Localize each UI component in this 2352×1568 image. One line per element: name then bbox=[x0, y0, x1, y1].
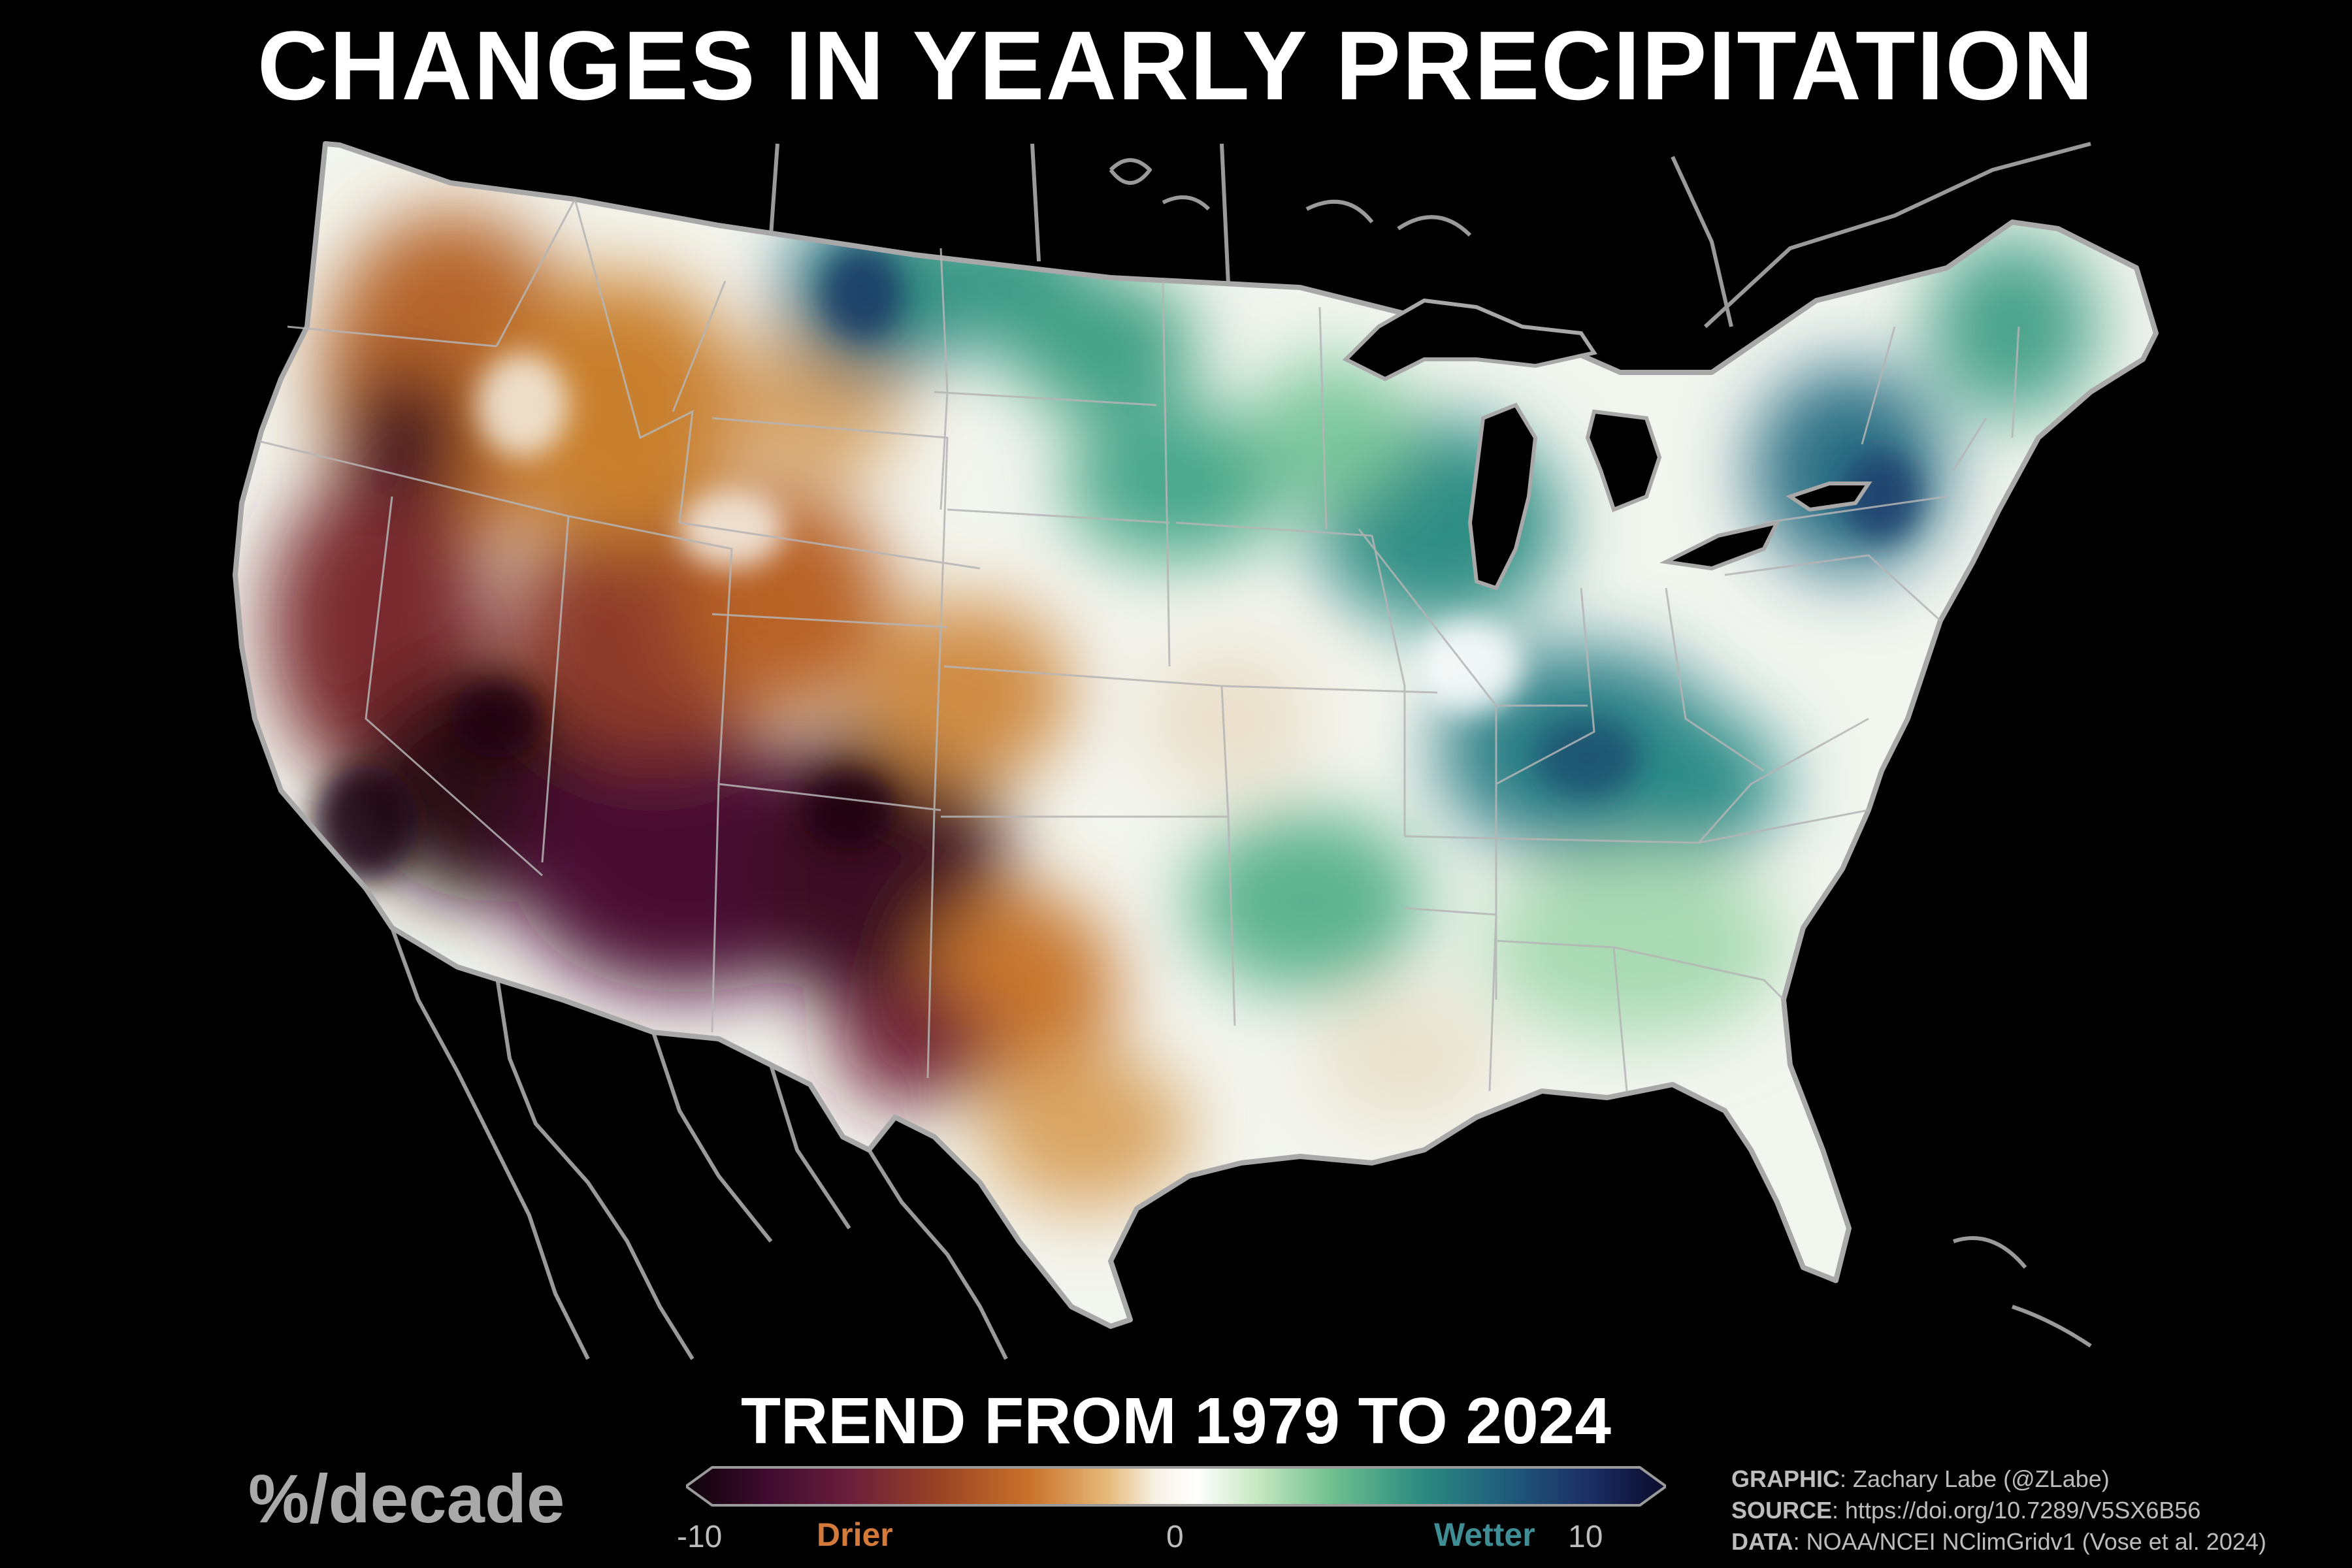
wetter-label: Wetter bbox=[1434, 1516, 1535, 1553]
page-title: CHANGES IN YEARLY PRECIPITATION bbox=[257, 10, 2095, 120]
great-lakes bbox=[1342, 298, 1872, 591]
colorbar-max-label: 10 bbox=[1568, 1520, 1603, 1554]
colorbar-mid-label: 0 bbox=[1166, 1520, 1184, 1554]
credit-source-value: : https://doi.org/10.7289/V5SX6B56 bbox=[1832, 1497, 2201, 1524]
credit-data-value: : NOAA/NCEI NClimGridv1 (Vose et al. 202… bbox=[1793, 1528, 2266, 1555]
precip-field bbox=[235, 144, 2156, 1326]
trend-period-title: TREND FROM 1979 TO 2024 bbox=[741, 1384, 1611, 1458]
drier-label: Drier bbox=[817, 1516, 893, 1553]
mexico-gulf-coast bbox=[867, 1149, 1008, 1360]
lake-superior bbox=[1342, 298, 1597, 382]
mexico-border-interior bbox=[495, 973, 694, 1360]
colorbar bbox=[686, 1466, 1666, 1507]
lake-michigan bbox=[1467, 402, 1538, 591]
colorbar-min-label: -10 bbox=[677, 1520, 723, 1554]
credit-source-label: SOURCE bbox=[1731, 1497, 1833, 1524]
state-borders bbox=[257, 199, 2020, 1092]
mexico-coast bbox=[390, 926, 590, 1360]
credit-data: DATA: NOAA/NCEI NClimGridv1 (Vose et al.… bbox=[1731, 1526, 2266, 1558]
canada-border-west bbox=[769, 143, 1230, 285]
cuba-coast bbox=[1953, 1236, 2092, 1348]
us-outline bbox=[233, 141, 2159, 1329]
lake-erie bbox=[1659, 519, 1781, 571]
precipitation-trend-map bbox=[233, 141, 2159, 1360]
units-label: %/decade bbox=[248, 1461, 565, 1537]
colorbar-gradient bbox=[686, 1466, 1666, 1507]
credit-graphic: GRAPHIC: Zachary Labe (@ZLabe) bbox=[1731, 1463, 2266, 1495]
lake-huron bbox=[1585, 409, 1662, 512]
credit-graphic-label: GRAPHIC bbox=[1731, 1465, 1840, 1492]
neighbor-borders bbox=[390, 142, 2092, 1360]
credit-source: SOURCE: https://doi.org/10.7289/V5SX6B56 bbox=[1731, 1495, 2266, 1526]
credit-data-label: DATA bbox=[1731, 1528, 1793, 1555]
lake-ontario bbox=[1786, 482, 1872, 512]
canada-lakes bbox=[1109, 158, 1472, 237]
credit-graphic-value: : Zachary Labe (@ZLabe) bbox=[1840, 1465, 2110, 1492]
mexico-states bbox=[651, 1032, 851, 1243]
credits-block: GRAPHIC: Zachary Labe (@ZLabe) SOURCE: h… bbox=[1731, 1463, 2266, 1558]
